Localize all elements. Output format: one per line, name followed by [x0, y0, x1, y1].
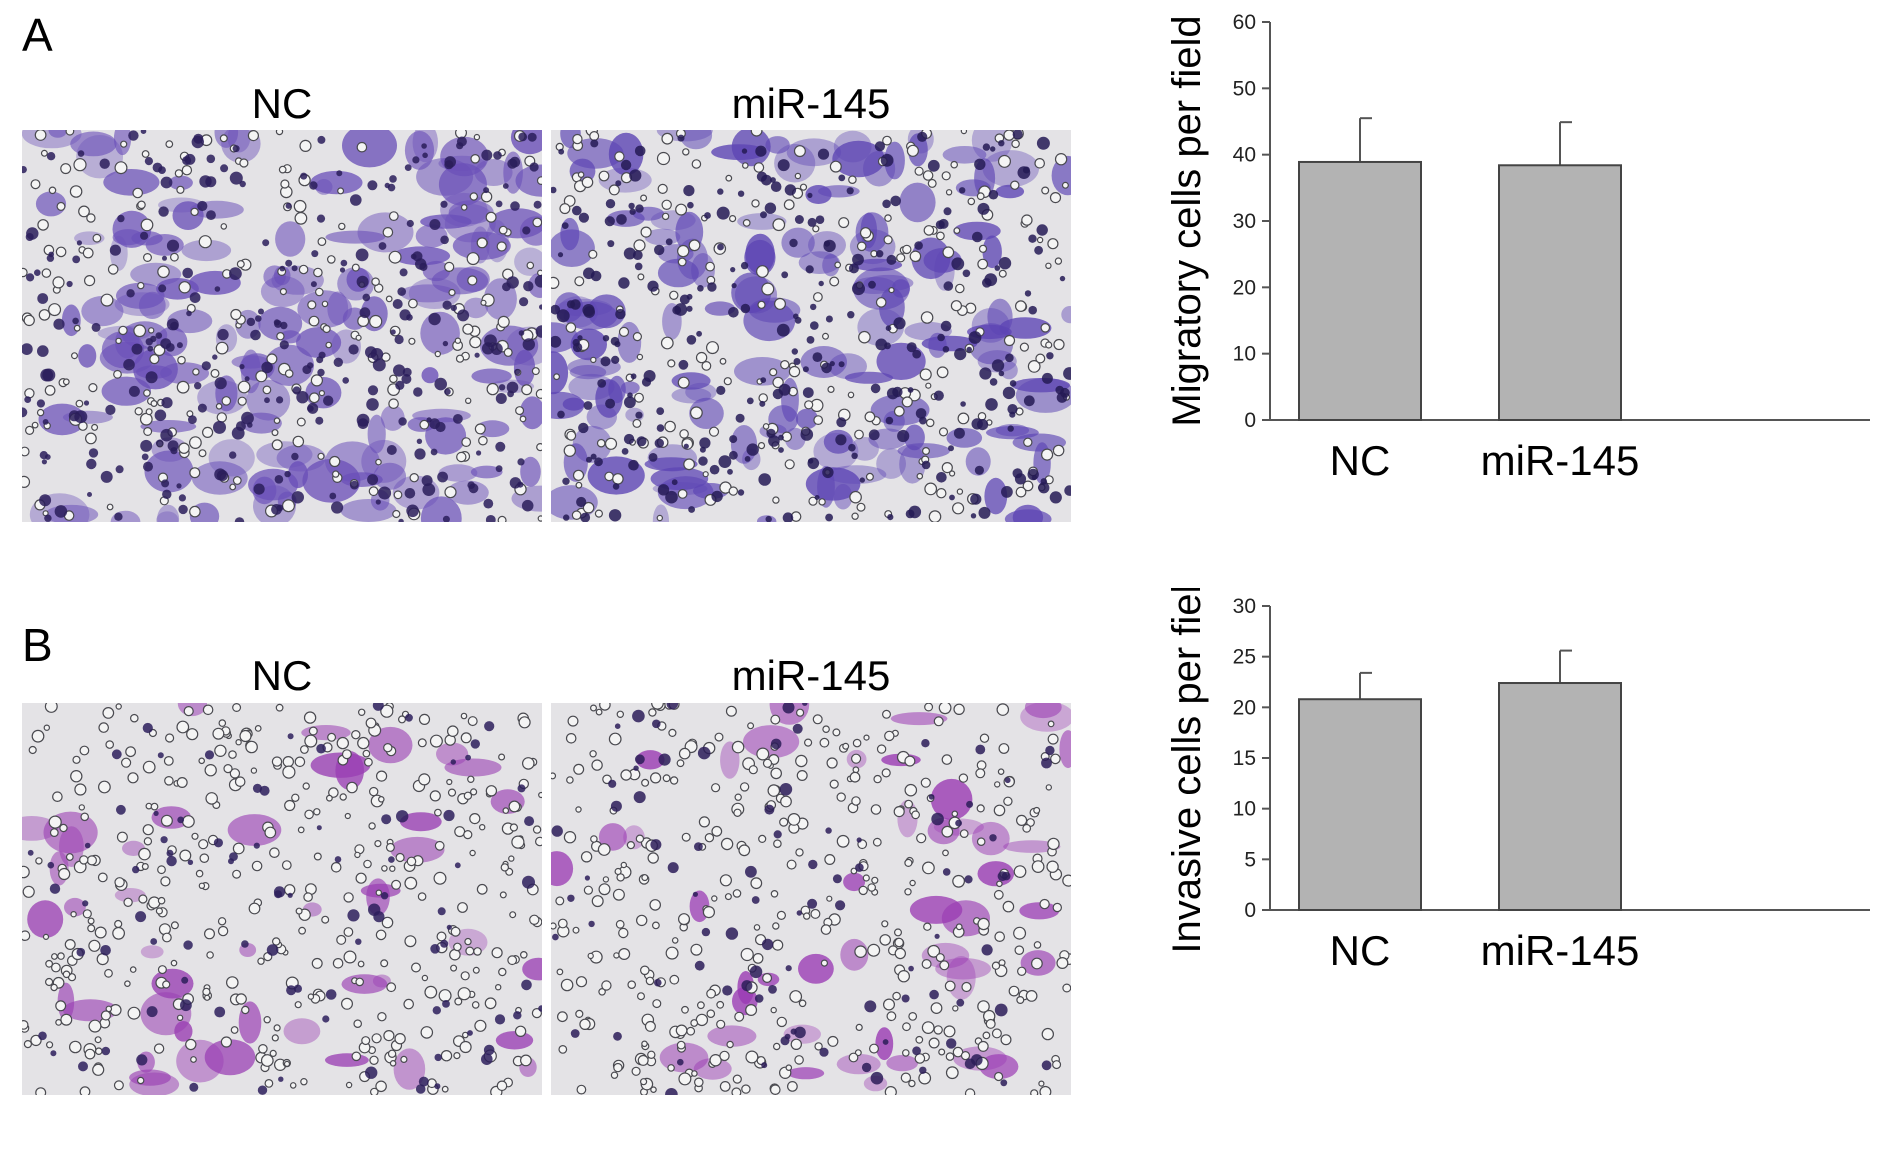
- y-tick-label: 25: [1233, 646, 1256, 669]
- y-tick-label: 30: [1233, 595, 1256, 618]
- x-tick-label: NC: [1330, 927, 1391, 974]
- x-tick-label: miR-145: [1481, 437, 1640, 484]
- x-tick-label: miR-145: [1481, 927, 1640, 974]
- y-tick-label: 5: [1244, 848, 1256, 871]
- y-tick-label: 10: [1233, 798, 1256, 821]
- y-tick-label: 60: [1233, 11, 1256, 34]
- y-tick-label: 20: [1233, 696, 1256, 719]
- y-tick-label: 10: [1233, 343, 1256, 366]
- bar-mir-145: [1498, 164, 1622, 421]
- image-label-a-mir145: miR-145: [731, 80, 891, 127]
- micrograph-a-nc: [22, 130, 542, 522]
- migration-bar-chart: 0 10 20 30 40 50 60 NC miR-145 Migratory cells pe…: [1165, 11, 1870, 484]
- bar-nc: [1298, 160, 1422, 421]
- image-label-b-nc: NC: [251, 652, 313, 699]
- y-axis-label: Invasive cells per field: [1165, 588, 1209, 954]
- bar-mir-145: [1498, 682, 1622, 911]
- y-tick-label: 50: [1233, 77, 1256, 100]
- panel-letter-b: B: [22, 619, 53, 671]
- x-tick-label: NC: [1330, 437, 1391, 484]
- y-tick-label: 0: [1244, 409, 1256, 432]
- micrograph-b-nc: [22, 703, 542, 1095]
- y-tick-label: 15: [1233, 747, 1256, 770]
- y-tick-label: 20: [1233, 276, 1256, 299]
- chart-1-body: 0 5 10 15 20 25 30 NC miR-145 Invasive cells per …: [1165, 588, 1870, 974]
- image-label-b-mir145: miR-145: [731, 652, 891, 699]
- bar-nc: [1298, 698, 1422, 911]
- micrograph-a-mir145: [551, 130, 1071, 522]
- y-tick-label: 0: [1244, 899, 1256, 922]
- y-tick-label: 40: [1233, 144, 1256, 167]
- panel-letter-a: A: [22, 9, 53, 61]
- chart-0-body: 0 10 20 30 40 50 60 NC miR-145 Migratory cells pe…: [1165, 11, 1870, 484]
- image-label-a-nc: NC: [251, 80, 313, 127]
- micrograph-b-mir145: [551, 703, 1071, 1095]
- y-tick-label: 30: [1233, 210, 1256, 233]
- invasion-bar-chart: 0 5 10 15 20 25 30 NC miR-145 Invasive cells per …: [1165, 588, 1870, 974]
- y-axis-label: Migratory cells per field: [1165, 15, 1209, 426]
